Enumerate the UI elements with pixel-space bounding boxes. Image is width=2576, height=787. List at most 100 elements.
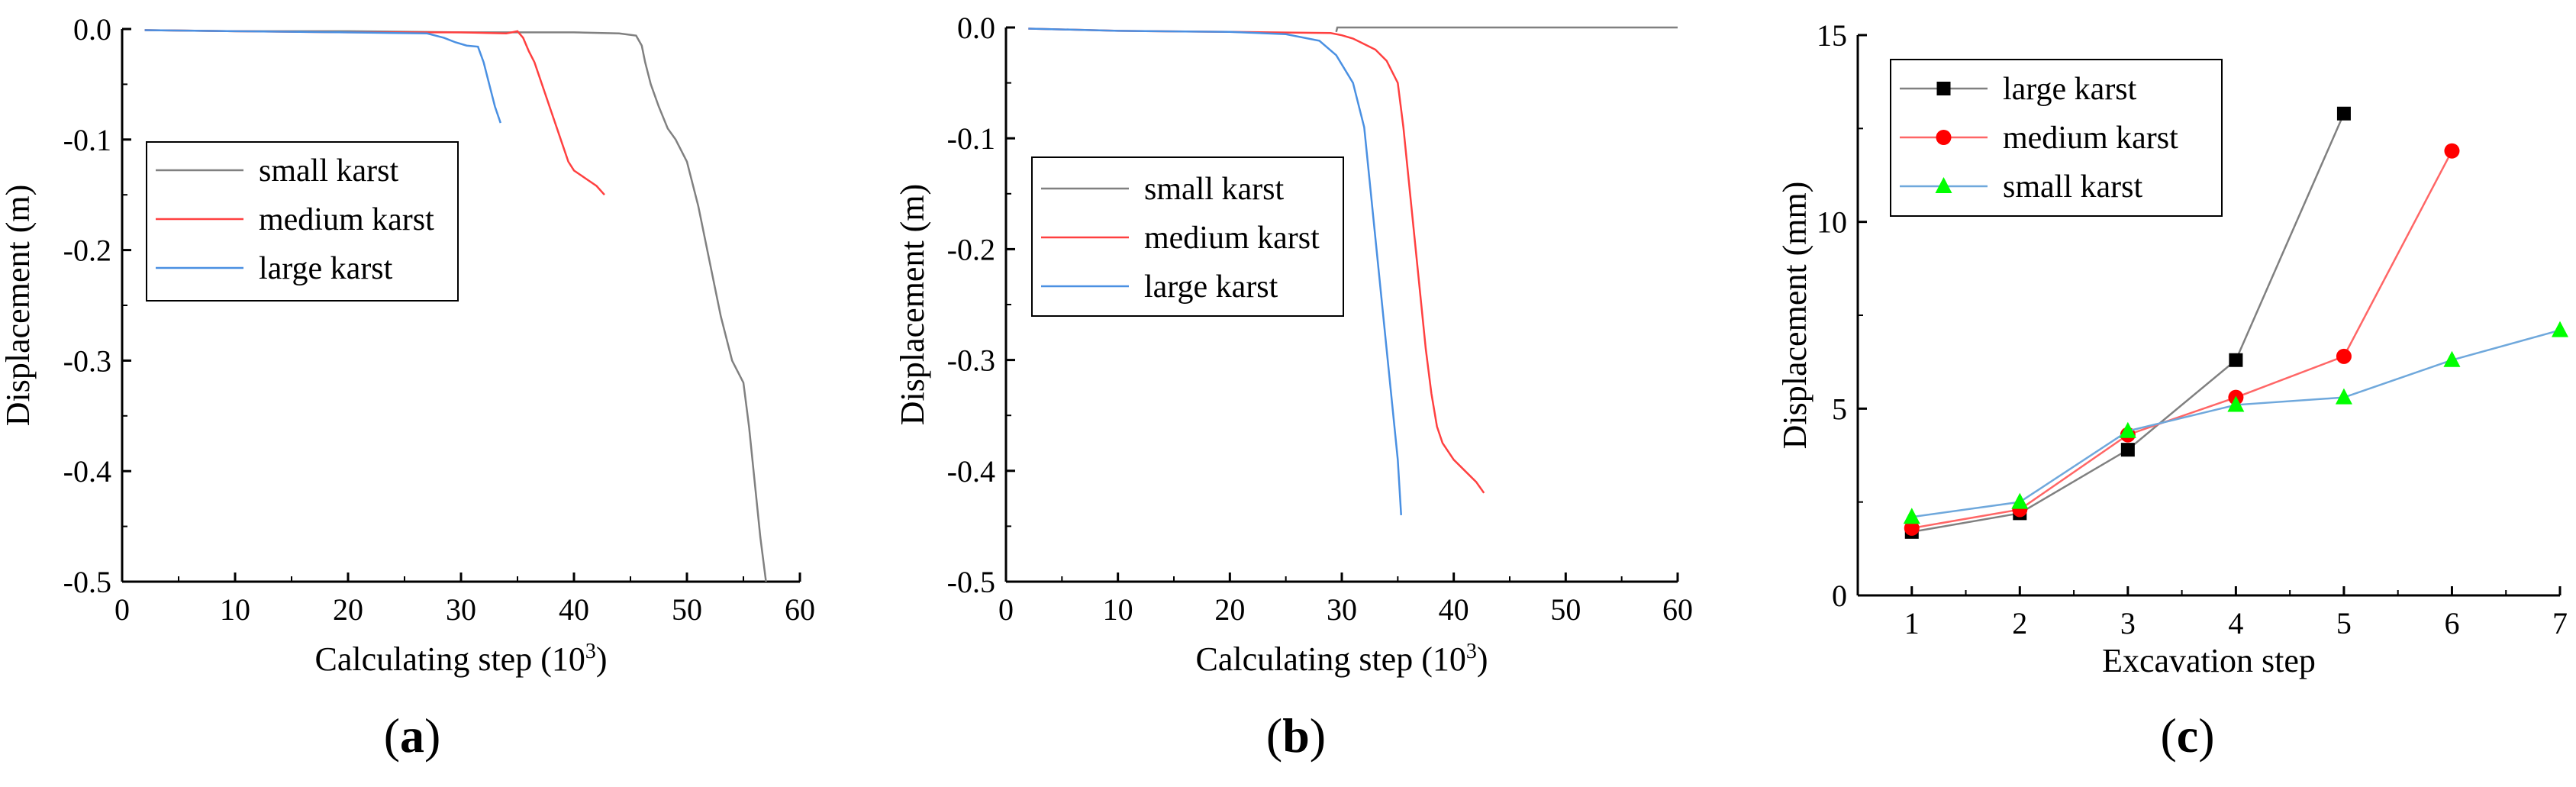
plot-area xyxy=(1028,26,1678,515)
x-axis-title: Calculating step (103) xyxy=(1195,640,1488,678)
data-point-medium-karst xyxy=(2336,348,2352,364)
legend-label: large karst xyxy=(1144,269,1278,305)
x-ticks: 0 10 20 30 40 50 60 xyxy=(114,573,815,627)
legend: large karst medium karst small karst xyxy=(1890,59,2223,217)
x-tick-label: 0 xyxy=(998,592,1014,627)
x-tick-label: 2 xyxy=(2012,606,2027,640)
series-large-karst xyxy=(1028,27,1402,515)
x-axis-title: Calculating step (103) xyxy=(314,640,607,678)
data-point-large-karst xyxy=(2336,106,2351,121)
x-ticks: 0 10 20 30 40 50 60 xyxy=(998,573,1693,627)
series-medium-karst xyxy=(1028,27,1485,494)
y-tick-label: 10 xyxy=(1817,205,1847,240)
y-tick-label: -0.3 xyxy=(63,344,111,378)
series-line-medium-karst xyxy=(1028,27,1485,494)
legend-label: small karst xyxy=(2003,169,2142,205)
x-tick-label: 0 xyxy=(114,592,130,627)
legend-marker xyxy=(1936,130,1952,145)
x-tick-label: 10 xyxy=(1103,592,1133,627)
legend-label: medium karst xyxy=(1144,221,1320,256)
x-tick-label: 60 xyxy=(785,592,815,627)
data-point-small-karst xyxy=(2011,492,2029,509)
legend-label: large karst xyxy=(259,251,393,286)
x-tick-label: 5 xyxy=(2336,606,2352,640)
x-tick-label: 20 xyxy=(1214,592,1245,627)
panel-label: (b) xyxy=(1266,708,1326,763)
y-tick-label: 0 xyxy=(1832,579,1847,613)
y-tick-label: 15 xyxy=(1817,18,1847,53)
data-point-large-karst xyxy=(2229,353,2243,367)
x-axis-title-suffix: ) xyxy=(596,640,608,678)
x-tick-label: 20 xyxy=(333,592,363,627)
series-small-karst xyxy=(1903,321,2568,524)
y-axis-title: Displacement (mm) xyxy=(1776,182,1814,450)
legend: small karst medium karst large karst xyxy=(146,141,459,302)
x-axis-title-superscript: 3 xyxy=(585,640,596,663)
x-tick-label: 6 xyxy=(2444,606,2459,640)
legend-label: small karst xyxy=(259,153,398,189)
x-tick-label: 30 xyxy=(446,592,476,627)
legend-label: large karst xyxy=(2003,72,2137,107)
legend-item: medium karst xyxy=(156,202,434,237)
data-point-small-karst xyxy=(2552,321,2568,337)
y-axis-title: Displacement (m) xyxy=(0,185,37,426)
panel-label-letter: b xyxy=(1282,708,1310,763)
y-ticks: 0.0 -0.1 -0.2 -0.3 -0.4 -0.5 xyxy=(63,12,131,599)
chart-panel-b: 0 10 20 30 40 50 60 0.0 -0.1 -0.2 -0.3 -0.4 -0.5 Calc… xyxy=(894,11,1693,763)
series-small-karst xyxy=(1335,26,1678,33)
data-point-small-karst xyxy=(2443,350,2461,367)
y-tick-label: -0.2 xyxy=(63,234,111,268)
y-tick-label: -0.4 xyxy=(63,454,111,489)
plot-area xyxy=(1903,106,2568,539)
y-tick-label: -0.5 xyxy=(63,565,111,599)
legend: small karst medium karst large karst xyxy=(1031,156,1344,317)
legend-item: small karst xyxy=(1041,172,1284,207)
y-ticks: 0 5 10 15 xyxy=(1817,18,1867,613)
series-medium-karst xyxy=(144,29,605,196)
series-line-medium-karst xyxy=(144,29,605,196)
panel-label-letter: a xyxy=(400,708,424,763)
y-tick-label: -0.1 xyxy=(947,121,995,156)
y-tick-label: 0.0 xyxy=(957,11,995,45)
x-tick-label: 10 xyxy=(220,592,250,627)
legend-item: large karst xyxy=(1041,269,1278,305)
x-tick-label: 1 xyxy=(1904,606,1920,640)
y-axis-title: Displacement (m) xyxy=(894,184,931,425)
legend-label: small karst xyxy=(1144,172,1284,207)
y-tick-label: -0.1 xyxy=(63,123,111,157)
y-tick-label: -0.3 xyxy=(947,344,995,378)
x-ticks: 1 2 3 4 5 6 7 xyxy=(1904,586,2568,640)
x-tick-label: 40 xyxy=(1439,592,1469,627)
chart-panel-a: 0 10 20 30 40 50 60 0.0 -0.1 -0.2 -0.3 -0.4 -0.5 Calc… xyxy=(0,12,815,763)
x-tick-label: 40 xyxy=(559,592,589,627)
series-line-medium-karst xyxy=(1911,150,2453,530)
x-tick-label: 7 xyxy=(2552,606,2568,640)
series-line-large-karst xyxy=(1028,27,1402,515)
x-axis-title-suffix: ) xyxy=(1477,640,1488,678)
legend-marker xyxy=(1935,177,1952,193)
x-tick-label: 4 xyxy=(2228,606,2243,640)
legend-box xyxy=(146,141,459,302)
x-axis-title: Excavation step xyxy=(2102,642,2316,679)
panel-label: (c) xyxy=(2160,708,2214,763)
x-axis-title-superscript: 3 xyxy=(1466,640,1477,663)
legend-label: medium karst xyxy=(2003,121,2178,156)
series-small-karst xyxy=(144,29,767,582)
data-point-small-karst xyxy=(2227,395,2245,412)
y-tick-label: -0.4 xyxy=(947,454,995,489)
data-point-medium-karst xyxy=(1904,520,1920,536)
legend-marker xyxy=(1936,82,1951,95)
x-tick-label: 60 xyxy=(1662,592,1693,627)
legend-item: medium karst xyxy=(1900,121,2178,156)
y-tick-label: 0.0 xyxy=(73,12,111,47)
y-tick-label: -0.2 xyxy=(947,232,995,266)
legend-item: small karst xyxy=(156,153,398,189)
legend-item: large karst xyxy=(156,251,393,286)
series-line-small-karst xyxy=(144,29,767,582)
data-point-small-karst xyxy=(1903,508,1920,524)
panel-label: (a) xyxy=(384,708,441,763)
panel-label-letter: c xyxy=(2177,708,2198,763)
legend-item: small karst xyxy=(1900,169,2142,205)
